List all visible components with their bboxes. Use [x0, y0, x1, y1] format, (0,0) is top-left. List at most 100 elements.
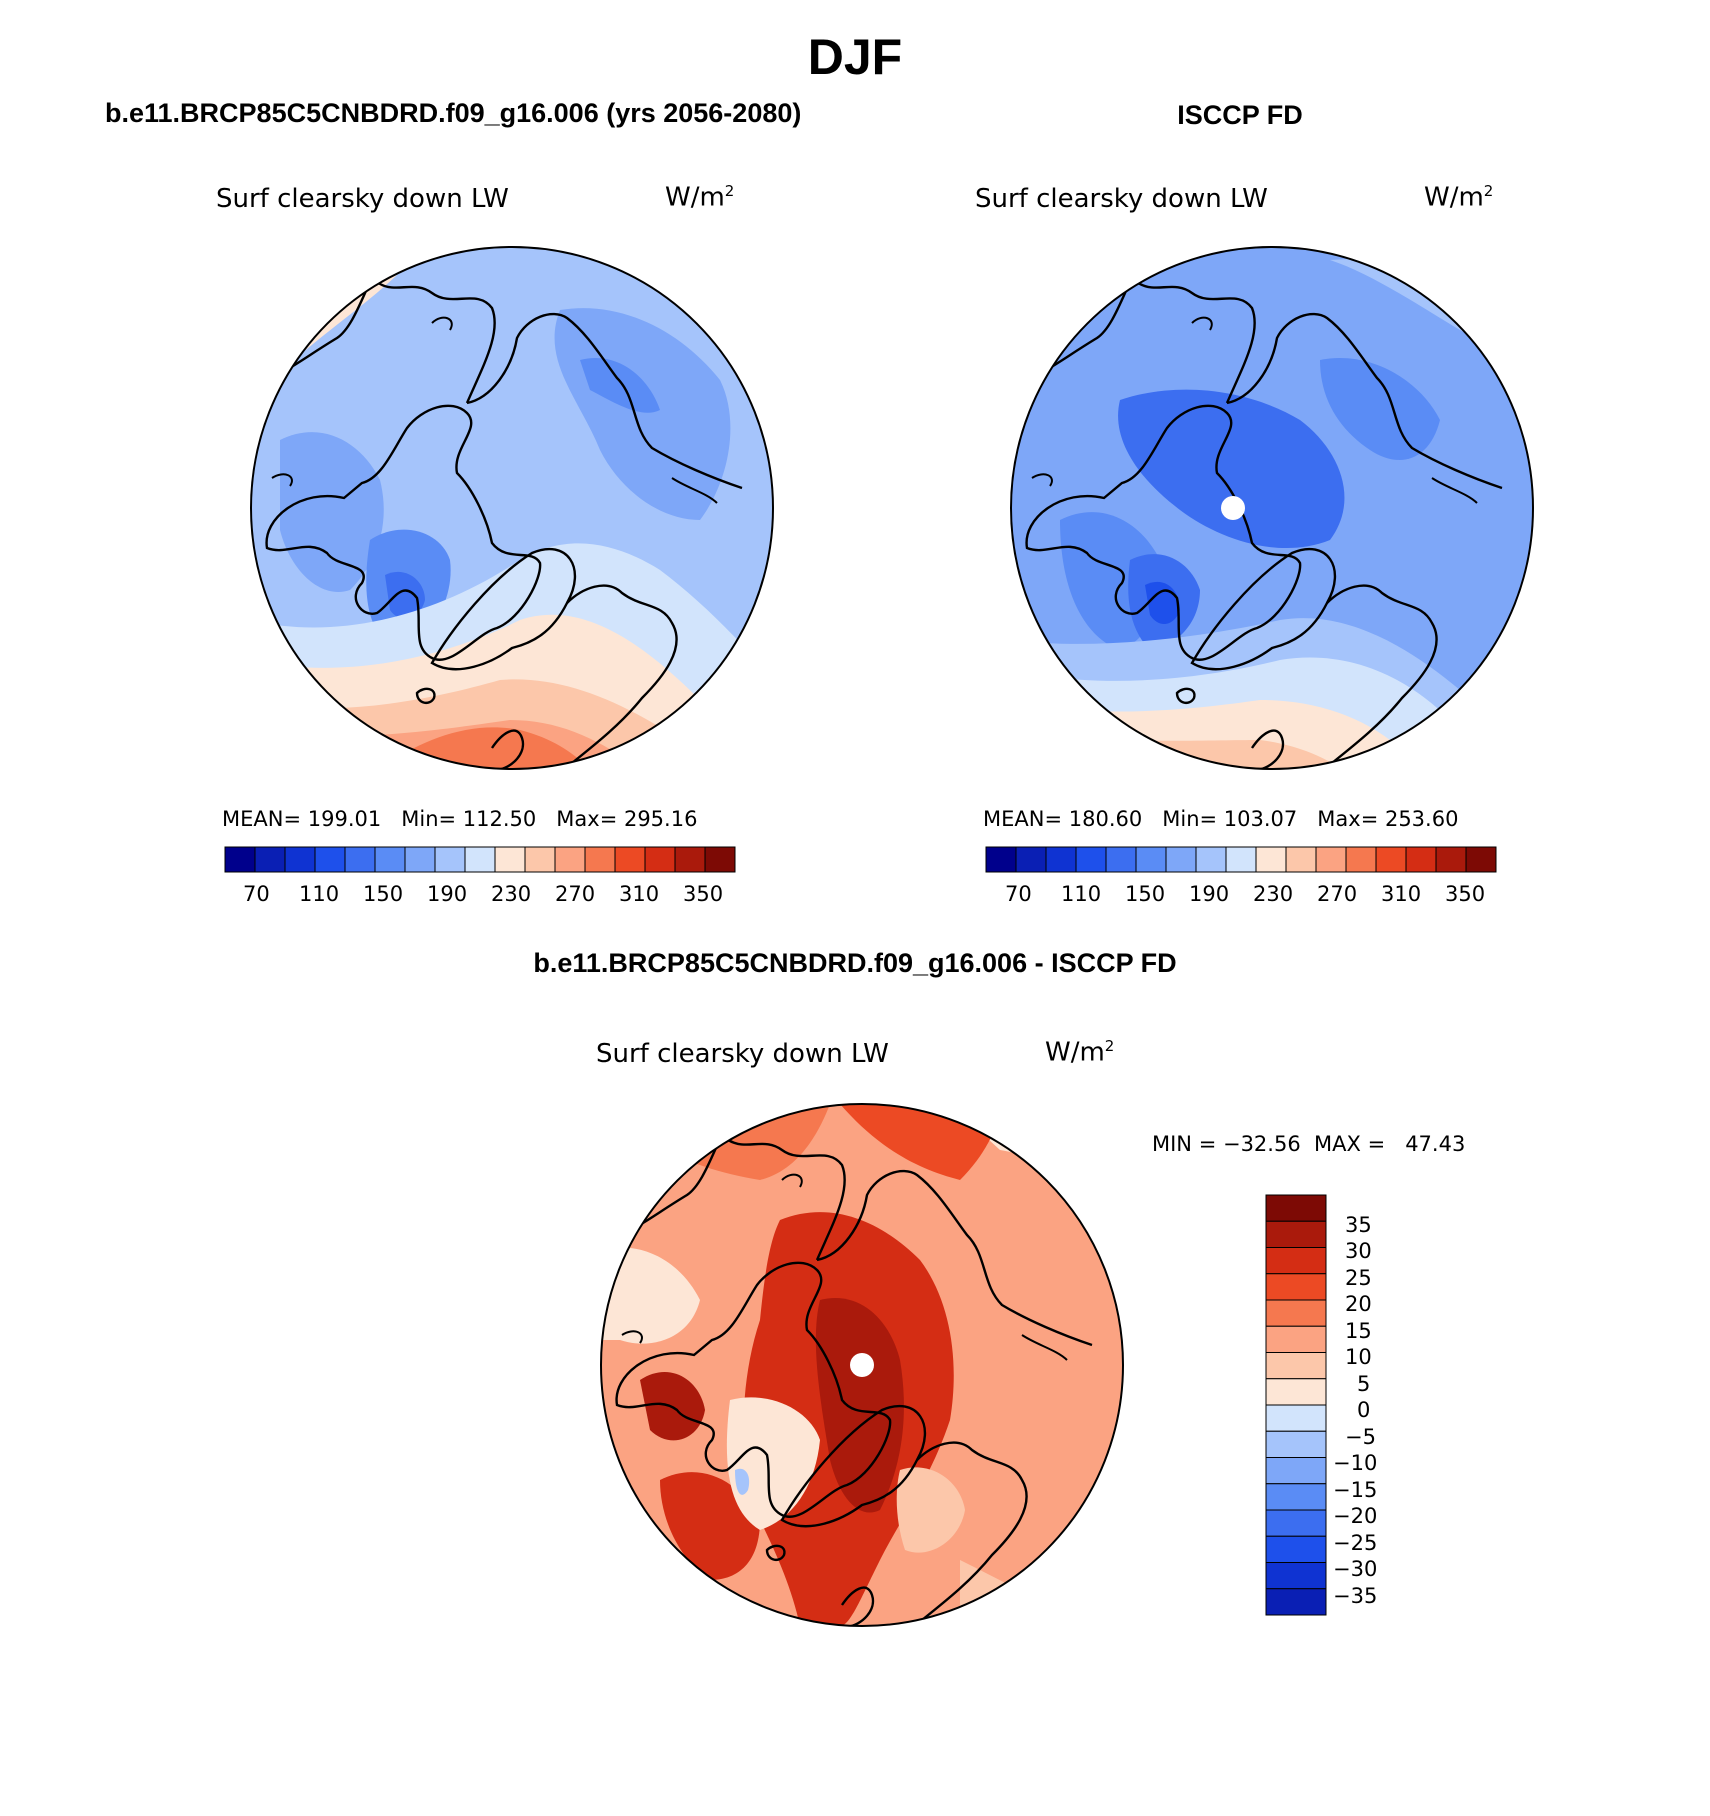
colorbar-swatch [1435, 846, 1467, 873]
colorbar-swatch [674, 846, 706, 873]
colorbar-swatch [1075, 846, 1107, 873]
model-polar-map [251, 247, 773, 769]
colorbar-tick: 70 [1005, 882, 1032, 906]
colorbar-swatch [1265, 1220, 1327, 1248]
obs-map-border [1010, 246, 1534, 770]
colorbar-tick: 5 [1357, 1372, 1371, 1396]
colorbar-swatch [1135, 846, 1167, 873]
obs-units-text: W/m [1424, 182, 1484, 213]
colorbar-swatch [314, 846, 346, 873]
colorbar-tick: 270 [1317, 882, 1358, 906]
colorbar-swatch [1265, 1509, 1327, 1537]
colorbar-tick: 310 [1381, 882, 1422, 906]
model-colorbar [224, 846, 736, 873]
diff-colorbar [1265, 1194, 1327, 1616]
colorbar-swatch [1225, 846, 1257, 873]
colorbar-swatch [554, 846, 586, 873]
colorbar-swatch [434, 846, 466, 873]
diff-units-text: W/m [1045, 1037, 1105, 1068]
colorbar-tick: −30 [1333, 1557, 1378, 1581]
colorbar-swatch [1345, 846, 1377, 873]
colorbar-swatch [1265, 1430, 1327, 1458]
colorbar-swatch [464, 846, 496, 873]
colorbar-swatch [1375, 846, 1407, 873]
colorbar-tick: 20 [1345, 1292, 1372, 1316]
colorbar-swatch [1265, 1194, 1327, 1222]
colorbar-tick: 230 [491, 882, 532, 906]
obs-variable-label: Surf clearsky down LW [975, 184, 1268, 214]
colorbar-tick: 110 [1061, 882, 1102, 906]
colorbar-swatch [1265, 1299, 1327, 1327]
colorbar-swatch [1265, 1352, 1327, 1380]
colorbar-swatch [1265, 1378, 1327, 1406]
colorbar-swatch [1265, 1404, 1327, 1432]
colorbar-tick: 350 [683, 882, 724, 906]
colorbar-swatch [494, 846, 526, 873]
colorbar-swatch [1265, 1457, 1327, 1485]
model-variable-label: Surf clearsky down LW [216, 184, 509, 214]
diff-stats: MIN = −32.56 MAX = 47.43 [1152, 1132, 1466, 1156]
colorbar-swatch [1315, 846, 1347, 873]
model-units-exponent: 2 [724, 182, 735, 200]
obs-units-exponent: 2 [1483, 182, 1494, 200]
colorbar-tick: −5 [1345, 1425, 1376, 1449]
model-units-text: W/m [665, 182, 725, 213]
colorbar-swatch [1265, 1588, 1327, 1616]
colorbar-swatch [1465, 846, 1497, 873]
colorbar-tick: −10 [1333, 1451, 1378, 1475]
obs-panel-heading: ISCCP FD [1177, 100, 1303, 130]
colorbar-swatch [1265, 1535, 1327, 1563]
colorbar-tick: 350 [1445, 882, 1486, 906]
colorbar-swatch [224, 846, 256, 873]
diff-polar-map [601, 1104, 1123, 1626]
colorbar-tick: −25 [1333, 1531, 1378, 1555]
colorbar-swatch [404, 846, 436, 873]
colorbar-tick: −35 [1333, 1584, 1378, 1608]
colorbar-tick: 25 [1345, 1266, 1372, 1290]
colorbar-swatch [1265, 1273, 1327, 1301]
colorbar-tick: 0 [1357, 1398, 1371, 1422]
colorbar-swatch [1265, 1483, 1327, 1511]
colorbar-tick: −20 [1333, 1504, 1378, 1528]
colorbar-tick: 270 [555, 882, 596, 906]
colorbar-swatch [1285, 846, 1317, 873]
colorbar-tick: 190 [427, 882, 468, 906]
colorbar-swatch [1255, 846, 1287, 873]
colorbar-tick: 35 [1345, 1213, 1372, 1237]
colorbar-tick: 70 [243, 882, 270, 906]
model-map-border [250, 246, 774, 770]
diff-panel-heading: b.e11.BRCP85C5CNBDRD.f09_g16.006 - ISCCP… [533, 948, 1177, 978]
model-panel-heading: b.e11.BRCP85C5CNBDRD.f09_g16.006 (yrs 20… [105, 98, 802, 128]
colorbar-tick: −15 [1333, 1478, 1378, 1502]
colorbar-tick: 310 [619, 882, 660, 906]
colorbar-swatch [1195, 846, 1227, 873]
colorbar-swatch [1105, 846, 1137, 873]
colorbar-tick: 190 [1189, 882, 1230, 906]
colorbar-swatch [1165, 846, 1197, 873]
colorbar-swatch [1265, 1562, 1327, 1590]
colorbar-tick: 10 [1345, 1345, 1372, 1369]
colorbar-swatch [284, 846, 316, 873]
diff-units-exponent: 2 [1104, 1037, 1115, 1055]
colorbar-swatch [1265, 1247, 1327, 1275]
colorbar-swatch [1265, 1325, 1327, 1353]
diff-map-border [600, 1103, 1124, 1627]
obs-stats: MEAN= 180.60 Min= 103.07 Max= 253.60 [983, 807, 1459, 831]
colorbar-tick: 15 [1345, 1319, 1372, 1343]
colorbar-swatch [1405, 846, 1437, 873]
colorbar-swatch [1045, 846, 1077, 873]
colorbar-swatch [584, 846, 616, 873]
colorbar-swatch [344, 846, 376, 873]
colorbar-tick: 150 [1125, 882, 1166, 906]
obs-colorbar [985, 846, 1497, 873]
figure-title: DJF [807, 29, 903, 85]
colorbar-swatch [614, 846, 646, 873]
model-units-label: W/m2 [665, 182, 734, 213]
colorbar-tick: 150 [363, 882, 404, 906]
colorbar-swatch [704, 846, 736, 873]
colorbar-tick: 30 [1345, 1239, 1372, 1263]
colorbar-swatch [1015, 846, 1047, 873]
colorbar-swatch [524, 846, 556, 873]
colorbar-swatch [644, 846, 676, 873]
